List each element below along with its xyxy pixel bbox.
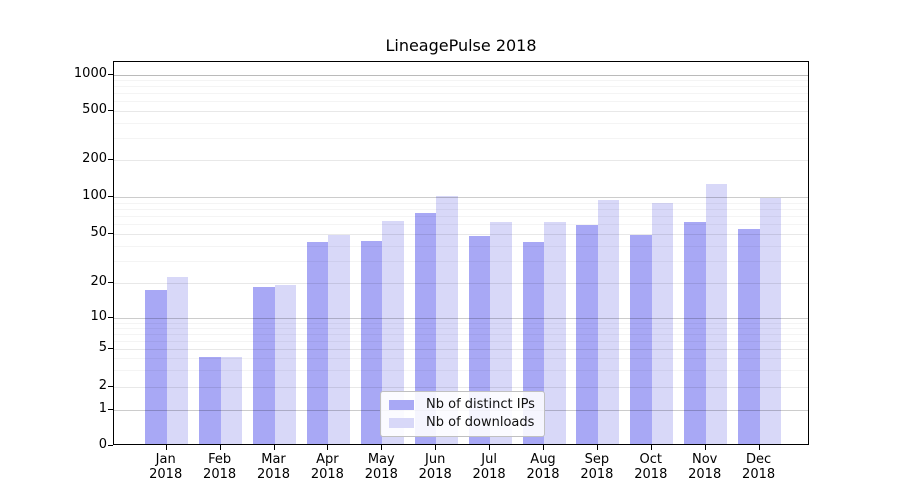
bar-distinct-ips-nov [684,222,706,444]
bar-downloads-dec [759,198,782,444]
bar-downloads-mar [274,284,296,444]
bar-distinct-ips-sep [576,225,598,444]
bar-downloads-jan [166,276,189,444]
legend-item-downloads: Nb of downloads [389,415,535,430]
x-tick-nov [704,445,706,450]
bar-downloads-jul [490,221,512,444]
x-tick-label-jun: Jun 2018 [418,452,452,482]
chart-title: LineagePulse 2018 [385,36,537,55]
y-tick-500 [108,110,113,111]
x-tick-jul [489,445,491,450]
x-tick-label-may: May 2018 [364,452,398,482]
plot-area [113,61,809,445]
y-tick-10 [108,317,113,318]
gridline-200 [114,160,808,161]
gridline-70 [114,216,808,218]
y-tick-label-1: 1 [98,401,107,416]
y-tick-label-500: 500 [82,102,107,117]
y-tick-2 [108,386,113,387]
gridline-1200 [114,74,808,76]
bar-distinct-ips-dec [738,228,760,444]
bar-downloads-may [382,220,404,444]
bar-downloads-nov [705,183,728,444]
y-tick-20 [108,282,113,283]
x-tick-mar [273,445,275,450]
gridline-600 [114,101,808,103]
bar-distinct-ips-jun [414,212,437,444]
y-tick-label-1000: 1000 [73,65,107,81]
bar-distinct-ips-apr [306,242,329,444]
x-tick-label-feb: Feb 2018 [203,452,237,482]
y-tick-1000 [108,73,113,75]
y-tick-5 [108,348,113,349]
y-tick-1 [108,409,113,410]
x-tick-sep [596,445,598,450]
x-tick-label-jul: Jul 2018 [472,452,506,482]
y-tick-100 [108,196,113,197]
gridline-400 [114,122,808,124]
x-tick-label-sep: Sep 2018 [580,452,614,482]
gridline-300 [114,138,808,140]
legend-label-downloads: Nb of downloads [426,415,535,430]
x-tick-oct [650,445,652,450]
x-tick-jun [435,445,437,450]
gridline-100 [114,197,808,198]
bar-distinct-ips-jan [145,290,167,444]
y-tick-200 [108,159,113,160]
x-tick-label-dec: Dec 2018 [742,452,776,482]
y-tick-label-10: 10 [90,309,107,324]
bar-distinct-ips-may [360,241,383,444]
legend-label-distinct-ips: Nb of distinct IPs [426,397,535,412]
legend-swatch-downloads [389,417,414,428]
gridline-1100 [114,74,808,76]
x-tick-label-aug: Aug 2018 [526,452,560,482]
y-tick-label-20: 20 [90,274,107,289]
bar-downloads-jun [436,196,458,444]
x-tick-jan [165,445,167,450]
gridline-80 [114,208,808,210]
x-tick-dec [758,445,760,450]
x-tick-aug [543,445,544,450]
x-tick-feb [219,445,221,450]
gridline-900 [114,80,808,82]
bar-downloads-oct [651,203,674,444]
y-tick-label-5: 5 [98,340,107,355]
bar-downloads-aug [544,221,566,444]
bar-distinct-ips-oct [630,235,652,444]
bar-downloads-apr [328,235,350,444]
x-tick-label-apr: Apr 2018 [310,452,344,482]
x-tick-apr [327,445,329,450]
x-tick-label-nov: Nov 2018 [688,452,722,482]
bar-distinct-ips-feb [199,357,221,444]
bar-downloads-sep [597,199,620,444]
y-tick-50 [108,233,113,234]
y-tick-label-50: 50 [90,225,107,240]
y-tick-label-2: 2 [98,378,107,393]
y-tick-0 [108,445,113,446]
legend-item-distinct-ips: Nb of distinct IPs [389,397,535,412]
y-tick-label-100: 100 [82,188,107,203]
bar-downloads-feb [220,357,243,444]
x-tick-label-mar: Mar 2018 [256,452,291,482]
gridline-700 [114,93,808,95]
gridline-500 [114,111,808,112]
y-tick-label-0: 0 [98,437,107,452]
gridline-1000 [114,74,808,76]
bar-distinct-ips-mar [253,287,275,444]
x-tick-label-oct: Oct 2018 [634,452,668,482]
legend-swatch-distinct-ips [389,399,414,410]
x-tick-label-jan: Jan 2018 [149,452,183,482]
legend: Nb of distinct IPs Nb of downloads [380,391,545,437]
gridline-90 [114,202,808,204]
gridline-800 [114,86,808,88]
x-tick-may [381,445,383,450]
y-tick-label-200: 200 [82,151,107,166]
